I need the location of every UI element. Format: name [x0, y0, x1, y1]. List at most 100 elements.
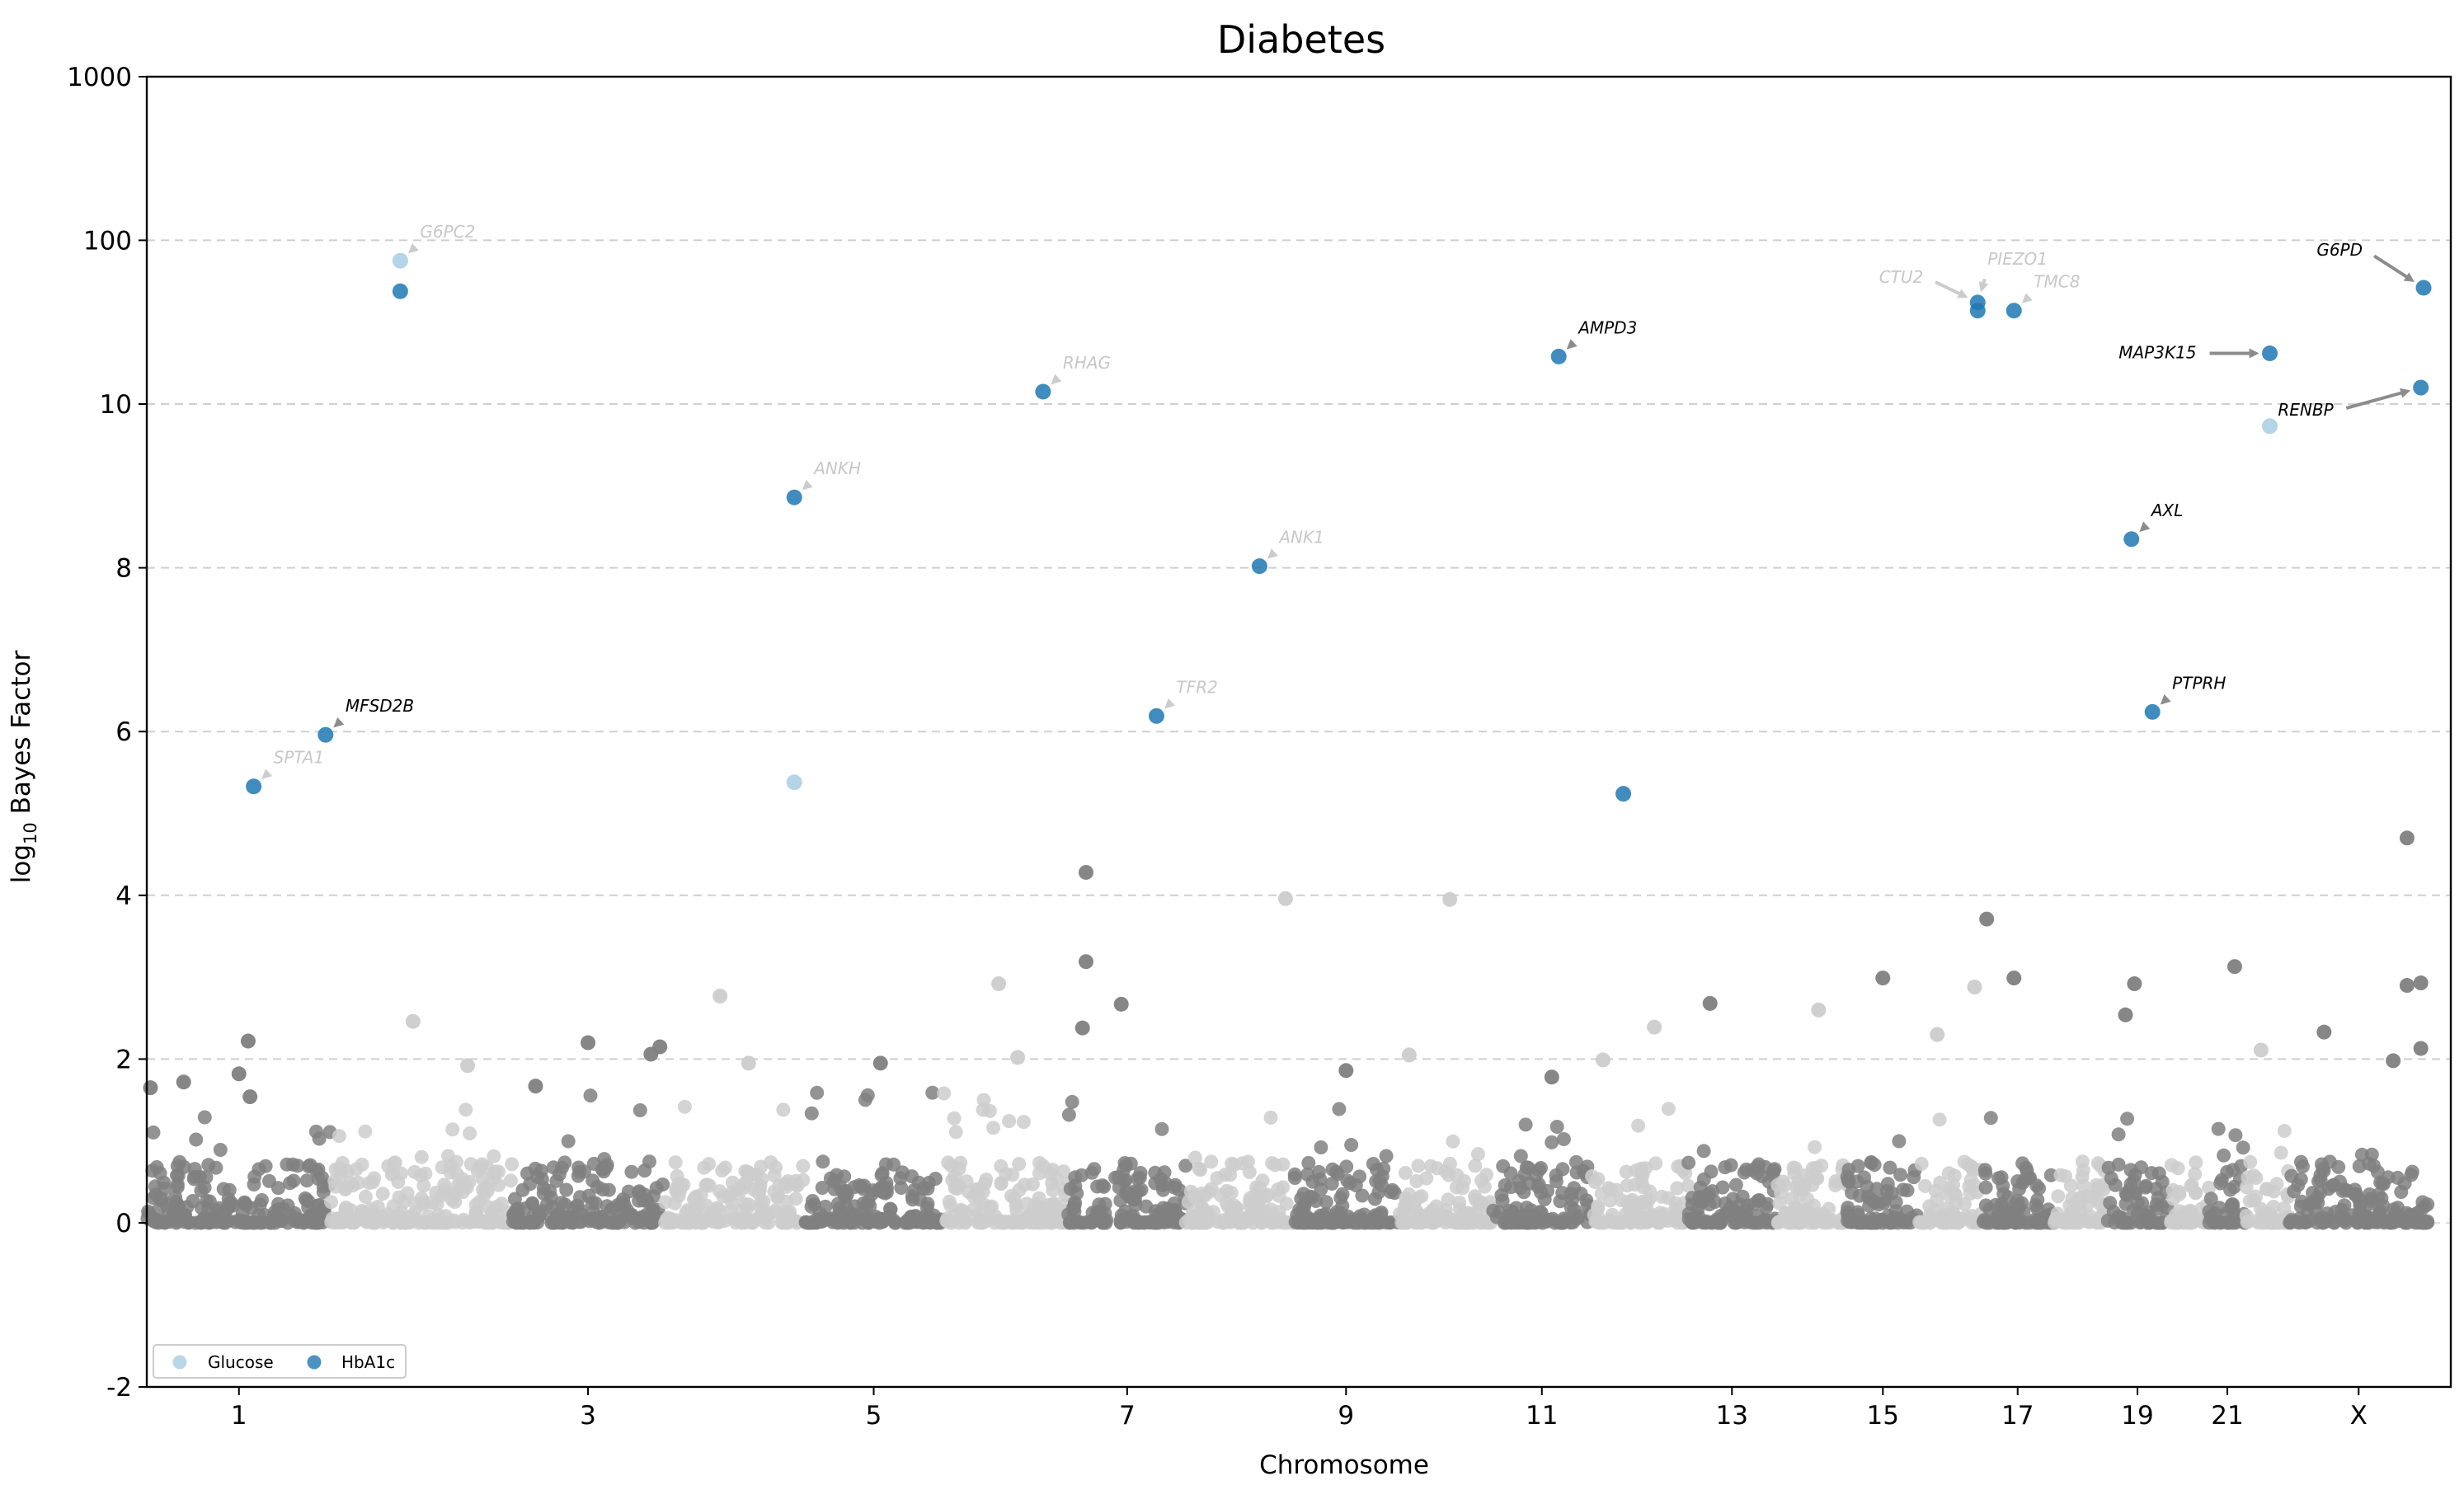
variant-point: [1046, 1182, 1060, 1197]
chromosome-band-2: [324, 1102, 520, 1230]
variant-point: [186, 1172, 201, 1187]
variant-point: [2383, 1213, 2398, 1227]
variant-point: [2029, 1178, 2044, 1193]
variant-point: [1492, 1205, 1507, 1220]
variant-point: [299, 1193, 314, 1208]
variant-point: [1883, 1160, 1897, 1175]
variant-point: [1461, 1215, 1476, 1230]
outlier-point: [528, 1079, 543, 1094]
hit-point-spta1: [246, 778, 262, 795]
variant-point: [1983, 1111, 1998, 1126]
variant-point: [332, 1129, 346, 1144]
variant-point: [1601, 1181, 1616, 1196]
gene-label-mfsd2b: MFSD2B: [346, 696, 414, 716]
variant-point: [1456, 1173, 1471, 1188]
variant-point: [1531, 1179, 1545, 1194]
variant-point: [2367, 1159, 2381, 1173]
x-tick-label: 9: [1338, 1401, 1354, 1431]
outlier-point: [1979, 911, 1995, 927]
outlier-point: [1113, 996, 1129, 1012]
variant-point: [394, 1205, 409, 1220]
variant-point: [2135, 1196, 2150, 1210]
variant-point: [2076, 1178, 2091, 1193]
outlier-point: [460, 1058, 476, 1074]
variant-point: [1704, 1164, 1719, 1179]
variant-point: [308, 1215, 322, 1230]
variant-point: [572, 1164, 587, 1179]
gene-label-axl: AXL: [2150, 501, 2184, 520]
variant-point: [1946, 1177, 1961, 1192]
variant-point: [2320, 1206, 2335, 1221]
variant-point: [645, 1205, 660, 1219]
variant-point: [859, 1198, 874, 1213]
variant-point: [197, 1180, 212, 1195]
outlier-point: [2127, 976, 2142, 992]
variant-point: [247, 1177, 261, 1192]
gene-label-g6pc2: G6PC2: [420, 222, 475, 242]
variant-point: [1619, 1164, 1634, 1179]
variant-point: [1223, 1215, 1238, 1229]
variant-point: [263, 1215, 278, 1230]
variant-point: [1495, 1193, 1510, 1208]
outlier-point: [240, 1033, 256, 1049]
variant-point: [1263, 1110, 1278, 1125]
variant-point: [2103, 1196, 2118, 1210]
variant-point: [818, 1199, 833, 1214]
variant-point: [355, 1204, 369, 1218]
variant-point: [1570, 1210, 1585, 1225]
variant-point: [2266, 1200, 2281, 1214]
variant-point: [1928, 1183, 1943, 1198]
variant-point: [2182, 1215, 2197, 1230]
variant-point: [1774, 1214, 1788, 1229]
variant-point: [2101, 1160, 2116, 1175]
variant-point: [402, 1215, 416, 1229]
variant-point: [1809, 1160, 1824, 1175]
variant-point: [536, 1181, 551, 1196]
variant-point: [862, 1215, 876, 1230]
variant-point: [878, 1157, 893, 1172]
variant-point: [783, 1205, 797, 1219]
variant-point: [1661, 1102, 1676, 1116]
variant-point: [1303, 1189, 1318, 1204]
variant-point: [864, 1187, 879, 1201]
x-tick-label: 13: [1716, 1401, 1748, 1431]
variant-point: [1312, 1215, 1327, 1230]
variant-point: [416, 1178, 431, 1193]
variant-point: [539, 1197, 554, 1212]
variant-point: [1978, 1166, 1993, 1181]
variant-point: [689, 1202, 703, 1217]
variant-point: [1074, 1168, 1089, 1182]
variant-point: [1591, 1172, 1606, 1187]
variant-point: [735, 1215, 750, 1230]
variant-point: [445, 1122, 460, 1137]
chromosome-band-12: [1585, 1102, 1695, 1230]
variant-point: [1375, 1178, 1390, 1193]
variant-point: [1263, 1211, 1277, 1226]
variant-point: [1631, 1118, 1646, 1133]
variant-point: [1332, 1102, 1347, 1116]
variant-point: [1407, 1196, 1422, 1211]
variant-point: [1473, 1215, 1488, 1230]
variant-point: [1549, 1120, 1564, 1134]
variant-point: [463, 1157, 478, 1172]
variant-point: [776, 1102, 791, 1117]
gene-label-ampd3: AMPD3: [1577, 317, 1637, 337]
variant-point: [2251, 1215, 2266, 1230]
variant-point: [1335, 1187, 1350, 1201]
y-axis-label-subscript: 10: [21, 822, 40, 844]
variant-point: [1113, 1213, 1128, 1228]
variant-point: [894, 1181, 909, 1195]
variant-point: [2015, 1196, 2029, 1210]
outlier-point: [1930, 1027, 1945, 1042]
variant-point: [809, 1212, 823, 1227]
variant-point: [492, 1215, 507, 1229]
hit-point: [786, 774, 802, 791]
outlier-point: [1442, 891, 1458, 907]
variant-point: [1511, 1214, 1526, 1228]
variant-point: [1253, 1192, 1267, 1206]
variant-point: [2236, 1140, 2250, 1155]
variant-point: [1822, 1201, 1836, 1216]
variant-point: [1042, 1197, 1056, 1212]
annotation-arrowhead: [1164, 698, 1175, 709]
